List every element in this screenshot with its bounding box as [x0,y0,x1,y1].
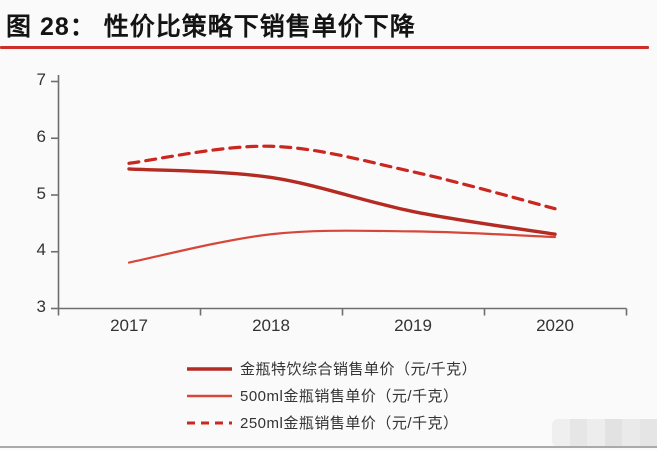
series-line-1 [127,229,557,264]
legend-label: 500ml金瓶销售单价（元/千克） [240,388,459,405]
legend-label: 250ml金瓶销售单价（元/千克） [240,415,459,432]
y-axis-tick-label: 3 [36,297,46,316]
legend: 金瓶特饮综合销售单价（元/千克） 500ml金瓶销售单价（元/千克） 250ml… [186,355,477,436]
y-axis-tick-label: 7 [36,70,46,89]
x-axis-tick-label: 2017 [110,316,148,335]
figure-title: 图 28： 性价比策略下销售单价下降 [6,13,416,41]
y-axis-tick-label: 4 [36,240,46,259]
legend-item: 500ml金瓶销售单价（元/千克） [186,382,477,409]
legend-line-swatch-composite [187,366,232,371]
y-axis-tick-label: 5 [36,184,46,203]
series-line-2 [127,144,557,211]
x-axis-tick-label: 2018 [252,316,290,335]
bottom-divider [0,446,657,448]
title-underline [0,46,649,49]
x-axis-tick-label: 2019 [394,316,432,335]
legend-item: 250ml金瓶销售单价（元/千克） [186,409,477,436]
legend-label: 金瓶特饮综合销售单价（元/千克） [240,361,478,378]
legend-line-swatch-250ml [187,421,232,424]
series-line-0 [127,167,557,236]
x-axis-tick-label: 2020 [536,316,574,335]
legend-item: 金瓶特饮综合销售单价（元/千克） [186,355,477,382]
y-axis-tick-label: 6 [36,127,46,146]
legend-line-swatch-500ml [187,394,232,397]
blurred-watermark [552,419,657,447]
